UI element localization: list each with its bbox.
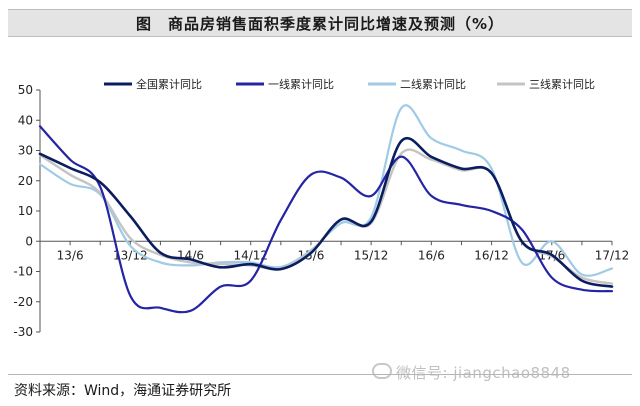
source-note: 资料来源：Wind，海通证券研究所 <box>14 383 232 399</box>
x-tick-label: 15/12 <box>354 248 389 262</box>
y-axis: -30 -20 -10 0 10 20 30 40 50 <box>13 83 41 339</box>
y-tick-label: 30 <box>18 144 33 158</box>
watermark: 微信号: jiangchao8848 <box>372 362 571 383</box>
y-tick-label: 50 <box>18 83 33 97</box>
series-line-1 <box>38 137 614 288</box>
series-line-2 <box>38 125 614 314</box>
legend-label: 全国累计同比 <box>136 77 202 91</box>
title-bar: 图 商品房销售面积季度累计同比增速及预测（%） <box>8 9 632 37</box>
y-tick-label: 10 <box>18 204 33 218</box>
y-tick-label: 20 <box>18 174 33 188</box>
y-tick-label: -20 <box>13 295 33 309</box>
x-tick-label: 16/6 <box>418 248 445 262</box>
series-lines <box>38 104 614 314</box>
x-tick-label: 13/12 <box>113 248 148 262</box>
series-line-4 <box>38 148 614 285</box>
legend-label: 二线累计同比 <box>400 77 466 91</box>
x-tick-label: 16/12 <box>474 248 509 262</box>
x-tick-label: 13/6 <box>57 248 84 262</box>
y-tick-label: 0 <box>25 234 33 248</box>
x-tick-label: 14/12 <box>233 248 268 262</box>
watermark-text: 微信号: jiangchao8848 <box>396 364 571 382</box>
footer-divider <box>8 374 632 375</box>
y-tick-label: -10 <box>13 265 33 279</box>
legend-label: 三线累计同比 <box>529 77 595 91</box>
y-tick-label: -30 <box>13 325 33 339</box>
chart-title: 图 商品房销售面积季度累计同比增速及预测（%） <box>135 15 505 33</box>
legend-label: 一线累计同比 <box>268 77 334 91</box>
legend: 全国累计同比 一线累计同比 二线累计同比 三线累计同比 <box>104 77 595 91</box>
wechat-icon <box>372 363 392 379</box>
y-tick-label: 40 <box>18 113 33 127</box>
x-tick-label: 17/12 <box>595 248 630 262</box>
series-line-3 <box>38 104 614 277</box>
